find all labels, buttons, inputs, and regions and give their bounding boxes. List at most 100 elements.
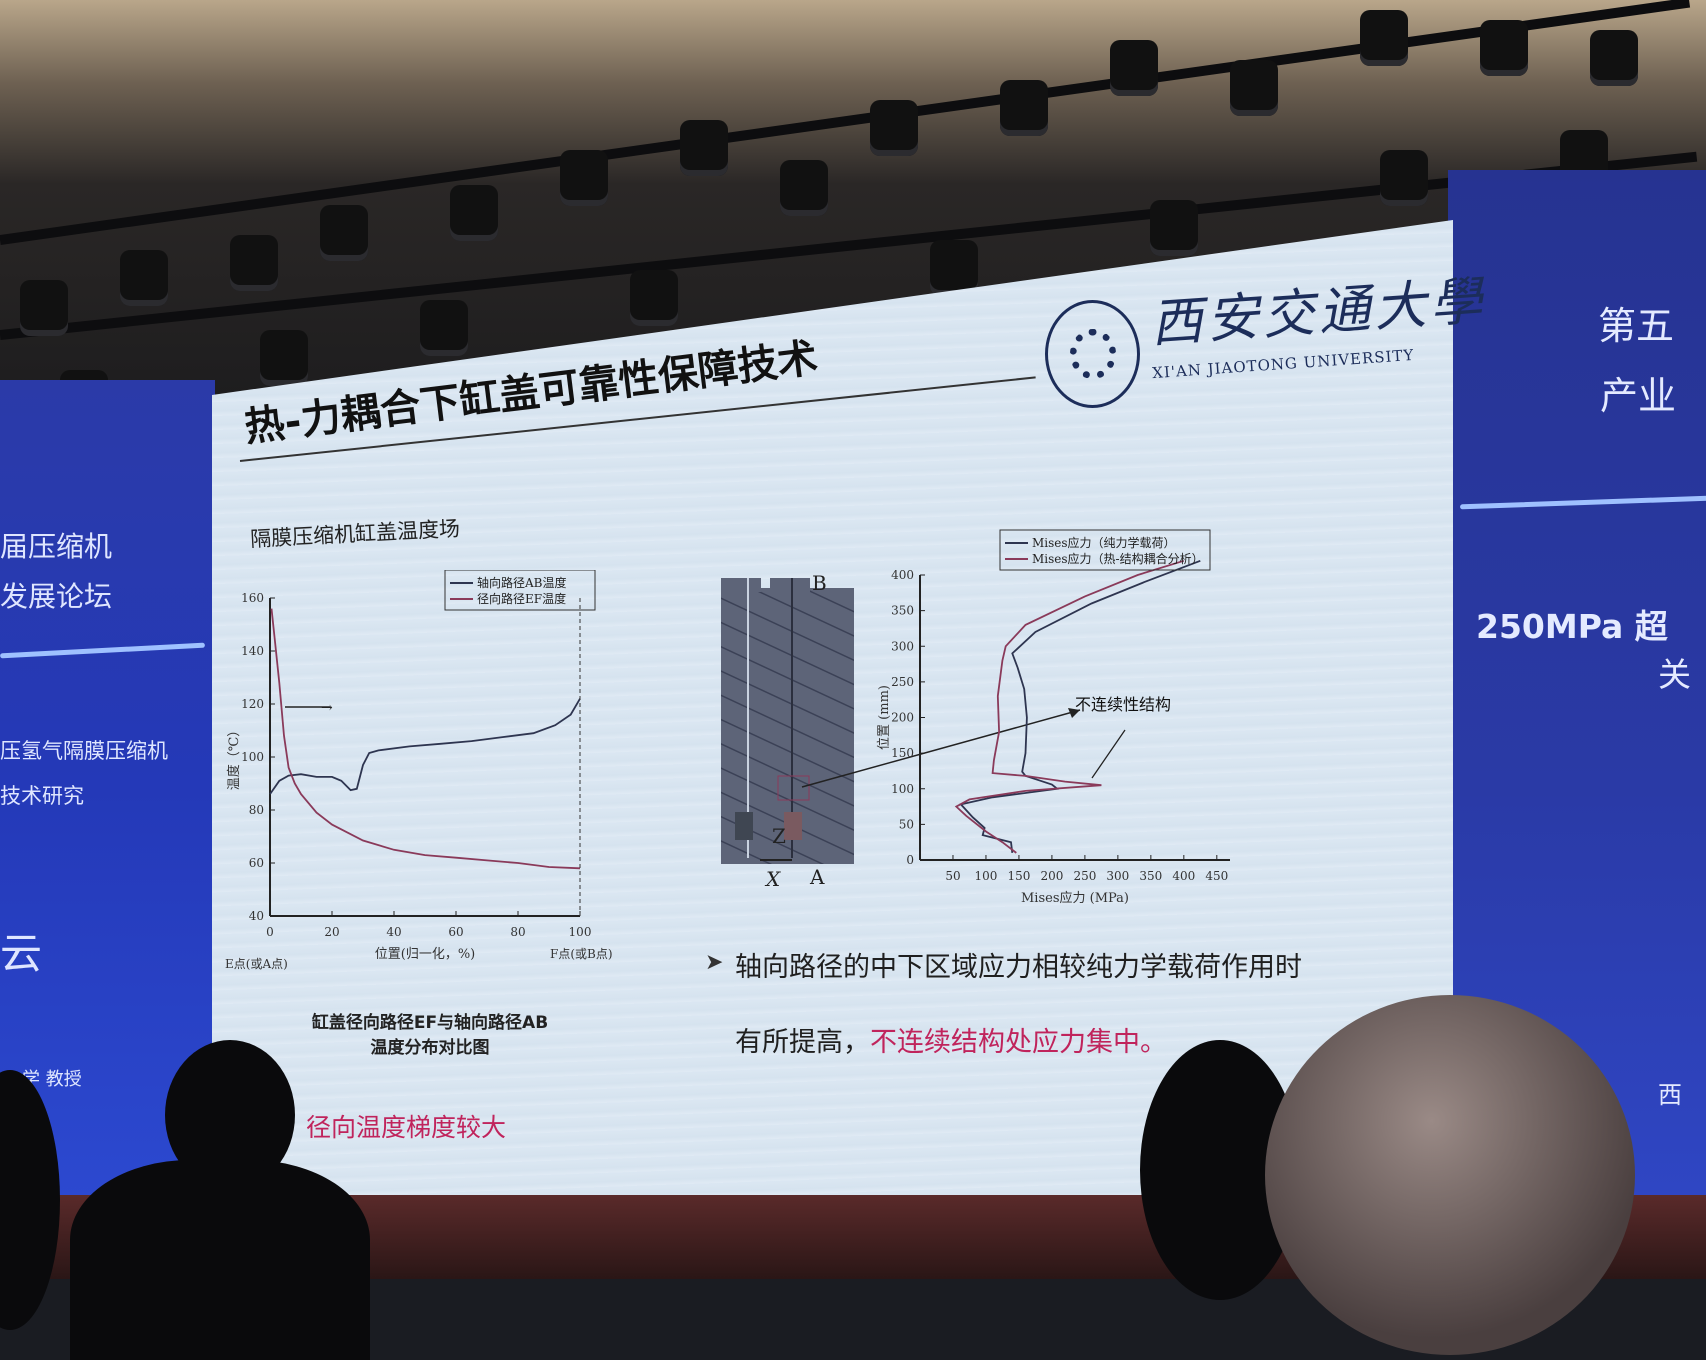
z-axis-label: Z — [772, 824, 786, 848]
series-line-2 — [954, 559, 1185, 854]
y-tick-label: 250 — [891, 675, 914, 689]
stage-light — [320, 205, 368, 261]
y-tick-label: 120 — [241, 697, 264, 711]
stage-light — [1480, 20, 1528, 76]
discontinuity-annotation: 不连续性结构 — [1075, 695, 1171, 714]
legend-box — [999, 529, 1211, 571]
y-axis-label: 温度（℃） — [226, 724, 242, 791]
stage-light — [420, 300, 468, 356]
y-tick-label: 100 — [891, 782, 914, 796]
stage-light — [870, 100, 918, 156]
y-tick-label: 60 — [249, 856, 264, 870]
banner-divider — [0, 642, 205, 659]
banner-text: 技术研究 — [0, 784, 84, 808]
x-axis-label: Mises应力 (MPa) — [1021, 890, 1129, 906]
y-tick-label: 0 — [906, 853, 914, 867]
x-tick-label: 300 — [1106, 869, 1129, 883]
annotation-arrow — [1091, 729, 1126, 779]
banner-text: 届压缩机 — [0, 530, 113, 563]
university-seal-logo — [1045, 300, 1140, 408]
x-tick-label: 200 — [1040, 869, 1063, 883]
legend-label: Mises应力（纯力学载荷） — [1032, 535, 1176, 550]
banner-text: 产业 — [1600, 374, 1677, 418]
legend-box — [444, 570, 596, 611]
y-tick-label: 140 — [241, 644, 264, 658]
valve-region — [735, 812, 753, 840]
y-tick-label: 400 — [891, 568, 914, 582]
y-tick-label: 100 — [241, 750, 264, 764]
x-tick-label: 100 — [975, 869, 998, 883]
stage-light — [1110, 40, 1158, 96]
audience-body — [70, 1160, 370, 1360]
x-tick-label: 60 — [448, 925, 463, 939]
stage-light — [260, 330, 308, 386]
x-tick-label: 450 — [1205, 869, 1228, 883]
fem-model-figure: B A X Z — [721, 571, 854, 891]
y-tick-label: 160 — [241, 591, 264, 605]
banner-text: 压氢气隔膜压缩机 — [0, 739, 168, 763]
x-tick-label: 20 — [324, 925, 339, 939]
banner-text: 250MPa 超 — [1476, 607, 1668, 646]
x-tick-label: 400 — [1172, 869, 1195, 883]
point-b-label: B — [812, 571, 827, 595]
banner-divider — [1459, 495, 1706, 510]
valve-region — [784, 812, 802, 840]
stage-light — [1590, 30, 1638, 86]
stage-light — [1230, 60, 1278, 116]
x-tick-label: 100 — [569, 925, 592, 939]
chart-caption-line2: 温度分布对比图 — [370, 1038, 490, 1058]
stage-light — [630, 270, 678, 326]
series-line-1 — [269, 698, 581, 795]
banner-text: 关 — [1658, 655, 1691, 694]
banner-text: 第五 — [1598, 304, 1675, 348]
y-tick-label: 50 — [899, 817, 914, 831]
stage-light — [930, 240, 978, 296]
bullet-text-line1: 轴向路径的中下区域应力相较纯力学载荷作用时 — [735, 952, 1302, 983]
discontinuity-box — [777, 775, 810, 801]
y-tick-label: 200 — [891, 711, 914, 725]
temperature-gradient-note: 径向温度梯度较大 — [306, 1113, 507, 1142]
flange — [721, 578, 761, 592]
series-line-2 — [270, 608, 581, 870]
legend-label: 轴向路径AB温度 — [477, 575, 567, 590]
y-axis-label: 位置 (mm) — [877, 685, 892, 750]
x-tick-label: 250 — [1073, 869, 1096, 883]
callout-arrow — [801, 708, 1081, 788]
stage-light — [680, 120, 728, 176]
x-tick-label: 0 — [266, 925, 274, 939]
x-start-label: E点(或A点) — [225, 957, 288, 970]
stage-light — [1000, 80, 1048, 136]
banner-text: 云 — [0, 929, 43, 978]
x-tick-label: 50 — [945, 869, 960, 883]
stage-light — [1150, 200, 1198, 256]
stage-light — [230, 235, 278, 291]
y-tick-label: 350 — [891, 604, 914, 618]
y-tick-label: 150 — [891, 746, 914, 760]
bullet-text-line2: 有所提高， — [735, 1027, 870, 1058]
chart-caption-line1: 缸盖径向路径EF与轴向路径AB — [311, 1013, 549, 1033]
legend-label: Mises应力（热-结构耦合分析） — [1032, 551, 1204, 566]
audience-head-bald — [1265, 995, 1635, 1355]
stage-light — [20, 280, 68, 336]
left-banner: 届压缩机 发展论坛 压氢气隔膜压缩机 技术研究 云 学 教授 — [0, 380, 215, 1200]
y-tick-label: 80 — [249, 803, 264, 817]
stage-light — [780, 160, 828, 216]
x-tick-label: 350 — [1139, 869, 1162, 883]
banner-text: 学 教授 — [22, 1069, 82, 1090]
stage-light — [1380, 150, 1428, 206]
point-a-label: A — [809, 865, 825, 889]
x-tick-label: 150 — [1007, 869, 1030, 883]
stage-light — [120, 250, 168, 306]
x-axis-label: X — [764, 867, 781, 891]
y-tick-label: 300 — [891, 639, 914, 653]
flange — [770, 578, 810, 592]
x-end-label: F点(或B点) — [550, 947, 613, 961]
stress-chart: 50 100 150 200 250 300 350 400 450 0 50 100 150 200 25… — [877, 529, 1230, 906]
x-tick-label: 80 — [510, 925, 525, 939]
banner-text: 发展论坛 — [0, 580, 113, 613]
temperature-chart: 0 20 40 60 80 100 40 60 80 100 120 140 160 轴向路径AB温度径向… — [225, 570, 613, 970]
x-axis-label: 位置(归一化，%) — [375, 947, 476, 962]
x-tick-label: 40 — [386, 925, 401, 939]
annotation-arrowhead: → — [321, 700, 333, 716]
gear-emblem-icon — [1070, 329, 1116, 379]
